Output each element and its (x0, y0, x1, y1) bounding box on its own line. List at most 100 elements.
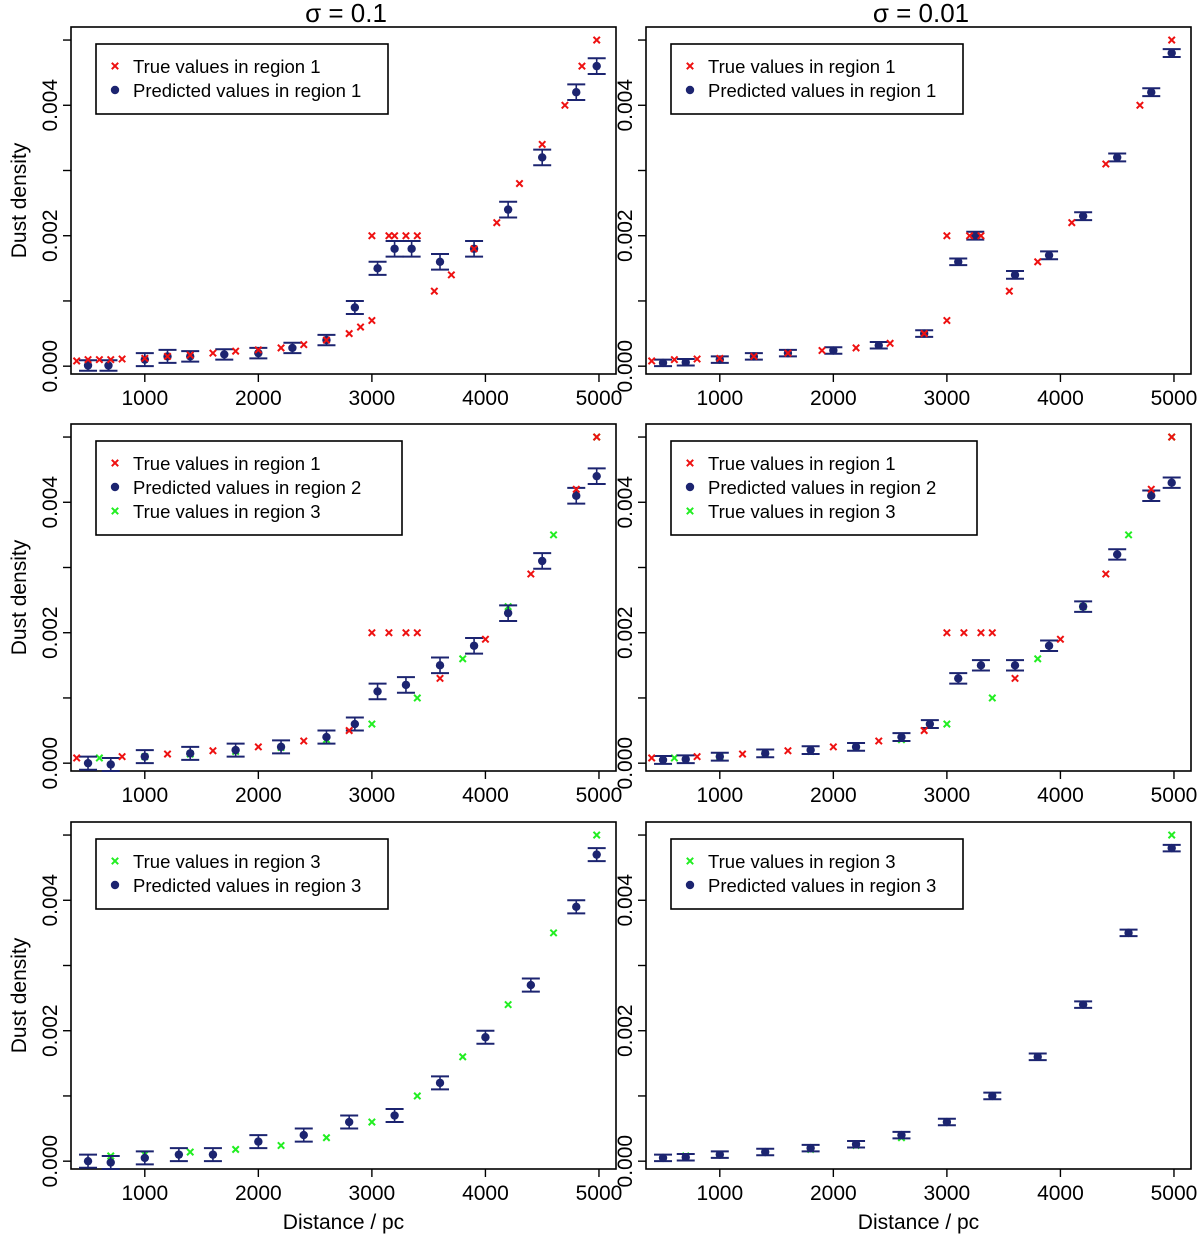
legend-marker (110, 880, 120, 890)
x-tick-label: 5000 (576, 1182, 623, 1205)
true-region1-point (515, 179, 524, 188)
true-region1-point (592, 433, 601, 441)
legend-marker (686, 459, 694, 467)
legend-box (670, 838, 964, 910)
predicted-point (83, 758, 93, 768)
predicted-point (592, 61, 601, 71)
true-region1-point (481, 635, 490, 644)
x-axis-label: Distance / pc (283, 1211, 404, 1234)
predicted-point (469, 641, 479, 650)
plot-frame (645, 821, 1192, 1170)
predicted-point (435, 661, 445, 670)
legend-label: Predicted values in region 2 (708, 477, 936, 498)
legend-marker (110, 482, 120, 492)
predicted-point (1033, 1052, 1042, 1062)
true-region1-point (186, 351, 195, 359)
x-tick-label: 4000 (462, 784, 509, 807)
legend-label: True values in region 1 (708, 453, 896, 474)
true-region1-point (231, 347, 240, 356)
plot-frame (70, 26, 617, 375)
predicted-point (874, 341, 883, 350)
true-region1-point (402, 628, 410, 637)
predicted-point (1078, 602, 1088, 611)
true-region1-point (942, 316, 951, 325)
legend-marker (110, 85, 120, 95)
true-region1-point (1056, 635, 1065, 644)
true-region1-point (977, 231, 985, 240)
x-tick-label: 3000 (349, 784, 396, 807)
true-region1-point (254, 742, 263, 751)
true-region1-point (977, 628, 985, 637)
legend-marker (685, 85, 695, 95)
y-tick-label: 0.002 (39, 1004, 62, 1057)
y-axis-label: Dust density (8, 937, 31, 1053)
predicted-point (83, 361, 93, 370)
legend-label: Predicted values in region 2 (133, 477, 361, 498)
x-tick-label: 3000 (349, 1182, 396, 1205)
legend-box (95, 440, 403, 536)
true-region1-point (578, 62, 586, 71)
true-region3-point (413, 694, 422, 702)
legend-marker (111, 857, 119, 865)
true-region1-point (784, 349, 792, 358)
true-region1-point (988, 628, 997, 637)
legend-label: Predicted values in region 1 (708, 80, 936, 101)
true-region1-point (367, 316, 376, 325)
y-tick-label: 0.000 (614, 1135, 637, 1188)
panel-3-1: 1000 2000 3000 4000 5000 0.000 0.002 0.004 Dust … (8, 821, 623, 1234)
predicted-point (1167, 48, 1176, 58)
true-region1-point (960, 628, 968, 637)
y-axis-label: Dust density (8, 142, 31, 258)
legend-box (95, 838, 389, 910)
x-tick-label: 2000 (235, 387, 282, 410)
legend-box (670, 43, 964, 115)
true-region3-point (458, 654, 467, 663)
true-region1-point (84, 355, 92, 364)
true-region3-point (186, 1148, 195, 1156)
true-region1-point (1067, 218, 1076, 227)
x-tick-label: 2000 (810, 387, 857, 410)
predicted-point (140, 1153, 150, 1163)
predicted-point (140, 752, 150, 761)
predicted-point (401, 680, 411, 690)
legend-marker (111, 62, 119, 70)
predicted-point (592, 850, 601, 859)
predicted-point (1167, 843, 1176, 853)
legend-marker (111, 507, 119, 515)
predicted-point (715, 1150, 725, 1159)
legend-label: True values in region 1 (708, 56, 896, 77)
x-tick-label: 3000 (924, 784, 971, 807)
legend-marker (686, 857, 694, 865)
true-region1-point (1033, 257, 1042, 266)
true-region1-point (209, 349, 217, 358)
predicted-point (83, 1156, 93, 1166)
plot-frame (70, 423, 617, 772)
legend-marker (685, 482, 695, 492)
predicted-point (681, 1153, 690, 1162)
true-region1-point (965, 231, 974, 240)
true-region1-point (367, 628, 376, 637)
x-tick-label: 1000 (696, 1182, 743, 1205)
predicted-point (942, 1117, 952, 1127)
true-region3-point (1167, 831, 1176, 839)
predicted-point (537, 556, 547, 566)
true-region1-point (1101, 160, 1110, 168)
legend-marker (686, 507, 694, 515)
x-tick-label: 2000 (810, 784, 857, 807)
predicted-point (299, 1130, 308, 1140)
predicted-point (407, 244, 416, 253)
predicted-point (435, 257, 445, 267)
true-region1-point (299, 340, 308, 349)
x-tick-label: 1000 (121, 1182, 168, 1205)
predicted-point (658, 1153, 668, 1163)
predicted-point (104, 361, 113, 370)
predicted-point (390, 1111, 399, 1120)
legend-label: Predicted values in region 1 (133, 80, 361, 101)
true-region1-point (277, 344, 285, 352)
x-tick-label: 5000 (1151, 784, 1198, 807)
y-tick-label: 0.000 (614, 737, 637, 790)
predicted-point (1010, 661, 1020, 670)
x-tick-label: 1000 (121, 387, 168, 410)
